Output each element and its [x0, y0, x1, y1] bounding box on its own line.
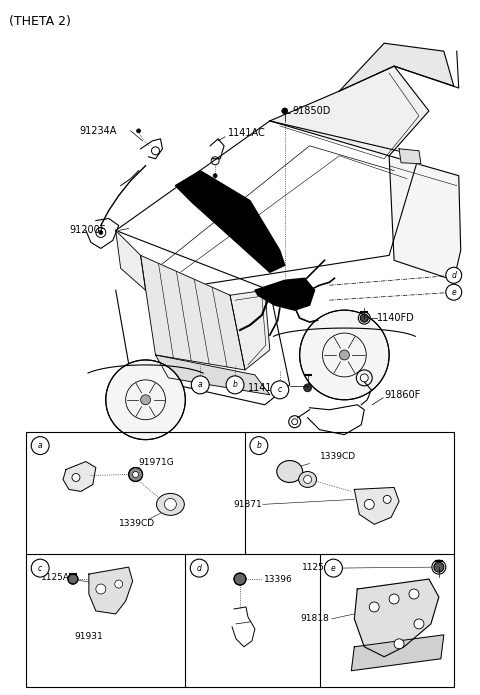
- Circle shape: [446, 284, 462, 300]
- Text: 1141AC: 1141AC: [248, 383, 286, 393]
- Text: e: e: [451, 288, 456, 297]
- Circle shape: [282, 108, 288, 114]
- Circle shape: [68, 574, 78, 584]
- Circle shape: [434, 562, 444, 572]
- Circle shape: [304, 384, 312, 392]
- Circle shape: [360, 314, 368, 322]
- Circle shape: [106, 360, 185, 440]
- Circle shape: [414, 619, 424, 629]
- Text: 13396: 13396: [264, 575, 293, 584]
- Polygon shape: [389, 156, 461, 280]
- Ellipse shape: [156, 493, 184, 515]
- Text: 91931: 91931: [74, 632, 103, 641]
- Polygon shape: [141, 255, 245, 370]
- Circle shape: [72, 473, 80, 482]
- Circle shape: [152, 147, 159, 155]
- Polygon shape: [175, 171, 285, 272]
- Circle shape: [132, 471, 139, 477]
- Text: 1140FD: 1140FD: [377, 313, 415, 323]
- Polygon shape: [116, 231, 145, 291]
- Text: e: e: [331, 564, 336, 573]
- Circle shape: [137, 129, 141, 133]
- Circle shape: [192, 376, 209, 394]
- Polygon shape: [354, 579, 439, 657]
- Polygon shape: [351, 635, 444, 671]
- Polygon shape: [89, 567, 132, 614]
- Circle shape: [369, 602, 379, 612]
- Circle shape: [96, 227, 106, 238]
- Ellipse shape: [299, 471, 316, 487]
- Circle shape: [234, 573, 246, 585]
- Circle shape: [339, 350, 349, 360]
- Circle shape: [213, 174, 217, 178]
- Circle shape: [292, 418, 298, 425]
- Polygon shape: [255, 278, 314, 310]
- Polygon shape: [399, 149, 421, 164]
- Polygon shape: [354, 487, 399, 524]
- Text: b: b: [256, 441, 261, 450]
- Ellipse shape: [277, 461, 302, 482]
- Text: b: b: [233, 380, 238, 389]
- Text: 91850D: 91850D: [293, 106, 331, 116]
- Polygon shape: [116, 231, 290, 404]
- Circle shape: [190, 559, 208, 577]
- Text: d: d: [451, 271, 456, 280]
- Text: 1125AD: 1125AD: [301, 563, 337, 571]
- Circle shape: [250, 436, 268, 455]
- Text: 1339CD: 1339CD: [320, 452, 356, 461]
- Polygon shape: [339, 43, 454, 91]
- Polygon shape: [156, 355, 270, 395]
- Text: 1339CD: 1339CD: [119, 518, 155, 528]
- Text: c: c: [277, 385, 282, 394]
- Circle shape: [446, 268, 462, 284]
- Text: 91871: 91871: [233, 500, 262, 509]
- Circle shape: [141, 395, 151, 404]
- Circle shape: [271, 381, 288, 399]
- Text: 91234A: 91234A: [79, 126, 116, 136]
- Polygon shape: [270, 66, 429, 156]
- Circle shape: [99, 231, 103, 234]
- Circle shape: [129, 468, 143, 482]
- Polygon shape: [230, 291, 270, 370]
- Circle shape: [364, 500, 374, 509]
- Text: 91200F: 91200F: [69, 225, 106, 236]
- Text: 1125AE: 1125AE: [41, 573, 76, 582]
- Text: c: c: [38, 564, 42, 573]
- Text: a: a: [38, 441, 42, 450]
- Circle shape: [31, 559, 49, 577]
- Circle shape: [304, 475, 312, 484]
- Circle shape: [226, 376, 244, 394]
- Text: 91971G: 91971G: [139, 458, 174, 467]
- Circle shape: [115, 580, 123, 588]
- Text: 1141AC: 1141AC: [228, 128, 266, 138]
- Circle shape: [409, 589, 419, 599]
- Circle shape: [96, 584, 106, 594]
- Circle shape: [300, 310, 389, 400]
- Circle shape: [383, 496, 391, 503]
- Polygon shape: [63, 461, 96, 491]
- Circle shape: [394, 639, 404, 649]
- Text: 91860F: 91860F: [384, 390, 420, 400]
- Text: d: d: [197, 564, 202, 573]
- Circle shape: [165, 498, 176, 510]
- Bar: [26, 432, 454, 687]
- Text: 91818: 91818: [301, 614, 329, 623]
- Text: (THETA 2): (THETA 2): [9, 15, 71, 28]
- Text: a: a: [198, 380, 203, 389]
- Circle shape: [31, 436, 49, 455]
- Polygon shape: [116, 121, 419, 291]
- Circle shape: [389, 594, 399, 604]
- Circle shape: [360, 374, 368, 382]
- Circle shape: [324, 559, 342, 577]
